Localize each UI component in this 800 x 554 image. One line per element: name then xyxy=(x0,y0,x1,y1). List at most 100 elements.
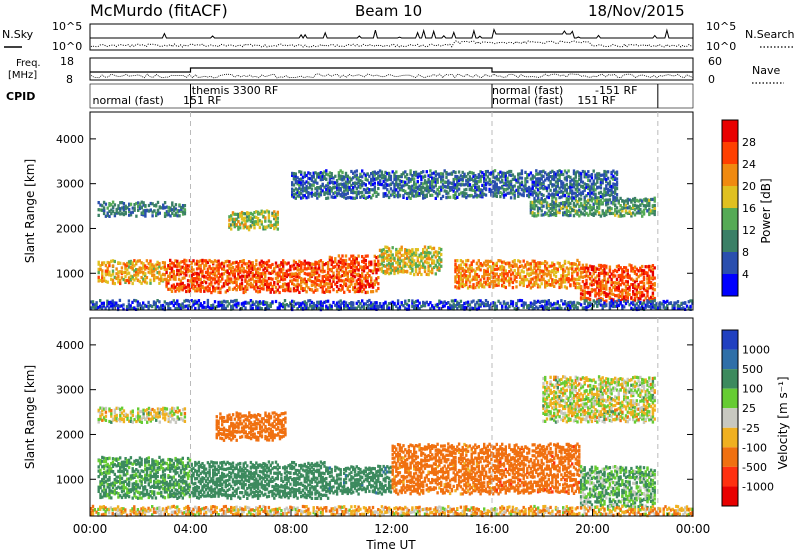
power-cell xyxy=(264,219,267,223)
power-cell xyxy=(235,298,238,303)
power-cell xyxy=(615,286,619,290)
power-cell xyxy=(251,261,254,265)
power-cell xyxy=(492,180,495,184)
power-cell xyxy=(637,269,640,273)
power-cell xyxy=(475,175,479,179)
power-cell xyxy=(317,260,321,264)
power-cell xyxy=(258,219,262,223)
power-cell xyxy=(167,274,170,278)
power-cell xyxy=(574,191,577,195)
power-cell xyxy=(339,288,342,292)
power-cell xyxy=(506,187,509,191)
power-cell xyxy=(129,304,132,308)
power-cell xyxy=(296,307,299,311)
power-cell xyxy=(438,301,441,305)
power-cell xyxy=(145,281,149,285)
power-cell xyxy=(181,288,184,292)
power-cell xyxy=(126,279,129,283)
power-cell xyxy=(278,263,281,267)
power-cell xyxy=(395,174,398,179)
power-cell xyxy=(626,206,629,210)
power-cell xyxy=(305,180,308,184)
power-cell xyxy=(583,201,586,205)
power-cell xyxy=(517,191,520,195)
power-cell xyxy=(402,184,405,188)
power-cell xyxy=(624,205,628,209)
power-cell xyxy=(549,193,552,197)
power-cell xyxy=(199,289,202,293)
power-cell xyxy=(538,182,542,186)
power-cell xyxy=(452,195,455,199)
power-cell xyxy=(522,275,525,279)
power-cell xyxy=(612,281,615,285)
power-cell xyxy=(468,280,472,284)
power-cell xyxy=(536,299,540,303)
power-cell xyxy=(278,306,281,310)
power-cell xyxy=(262,272,265,276)
power-cell xyxy=(321,177,324,181)
power-cell xyxy=(549,276,552,280)
power-cell xyxy=(208,266,211,270)
power-cell xyxy=(380,269,384,273)
power-cell xyxy=(387,247,391,251)
power-cell xyxy=(594,173,597,177)
power-cell xyxy=(224,279,227,283)
power-cell xyxy=(642,204,646,208)
power-cell xyxy=(578,214,581,218)
power-cell xyxy=(466,300,470,304)
power-cell xyxy=(497,275,500,279)
power-cell xyxy=(436,177,439,181)
power-cell xyxy=(596,267,599,271)
power-cell xyxy=(603,175,606,179)
power-cell xyxy=(572,270,576,274)
power-cell xyxy=(574,277,577,282)
power-cell xyxy=(142,266,145,270)
power-cell xyxy=(524,263,527,267)
power-cell xyxy=(423,179,427,183)
power-cell xyxy=(240,284,244,288)
power-cell xyxy=(456,186,459,190)
power-cell xyxy=(493,275,497,279)
power-cell xyxy=(418,267,421,271)
power-cell xyxy=(158,277,161,281)
power-cell xyxy=(192,300,195,304)
power-cell xyxy=(317,300,321,304)
power-cell xyxy=(603,213,606,218)
power-cell xyxy=(217,300,220,304)
power-cell xyxy=(307,261,310,265)
power-cell xyxy=(296,262,299,266)
power-cell xyxy=(508,180,511,184)
power-cell xyxy=(260,209,263,213)
power-cell xyxy=(440,180,443,184)
power-cell xyxy=(474,182,477,186)
power-cell xyxy=(515,303,518,307)
power-cell xyxy=(624,274,628,278)
power-cell xyxy=(135,260,138,264)
power-cell xyxy=(330,180,333,184)
power-cell xyxy=(583,296,586,300)
power-cell xyxy=(484,299,488,303)
power-cell xyxy=(389,271,393,275)
power-cell xyxy=(314,270,317,274)
power-cell xyxy=(172,299,175,303)
power-cell xyxy=(319,177,323,182)
power-cell xyxy=(422,262,425,266)
power-cell xyxy=(359,284,362,288)
power-cell xyxy=(104,264,108,268)
power-cell xyxy=(635,206,638,210)
power-cell xyxy=(617,209,620,213)
power-cell xyxy=(235,302,238,306)
power-cell xyxy=(289,272,292,276)
power-cell xyxy=(463,272,466,276)
power-cell xyxy=(371,170,375,175)
power-cell xyxy=(563,212,567,216)
power-cell xyxy=(186,279,190,283)
power-cell xyxy=(562,194,565,198)
power-cell xyxy=(294,284,297,288)
power-cell xyxy=(588,194,592,198)
power-cell xyxy=(221,306,224,310)
power-cell xyxy=(364,284,367,288)
power-cell xyxy=(635,267,638,271)
power-cell xyxy=(463,305,466,309)
power-cell xyxy=(536,180,540,184)
